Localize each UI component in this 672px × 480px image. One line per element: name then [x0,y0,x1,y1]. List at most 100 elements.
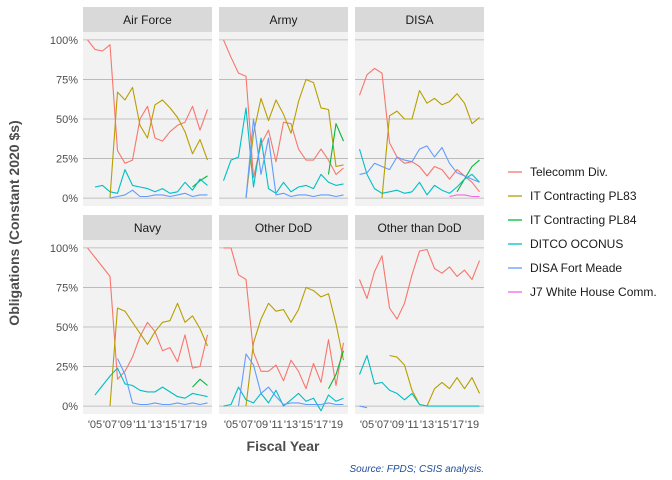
x-tick-label: '13 [420,419,434,431]
facet-panel: Army [219,7,348,206]
legend-label: J7 White House Comm. [530,285,657,299]
series-line-pl84 [328,350,345,389]
x-tick-label: '07 [375,419,389,431]
facet-strip-label: Army [270,13,298,27]
series-line-telecomm [223,247,345,390]
chart-caption: Source: FPDS; CSIS analysis. [350,464,485,475]
x-tick-label: '07 [103,419,117,431]
legend-item: IT Contracting PL83 [508,189,637,203]
x-tick-label: '05 [360,419,374,431]
series-line-meade [245,118,344,199]
series-line-ditco [358,354,480,407]
series-line-ditco [223,386,344,412]
legend-label: DISA Fort Meade [530,261,622,275]
series-line-ditco [358,148,480,196]
x-tick-label: '19 [329,419,343,431]
x-tick-label: '09 [254,419,268,431]
series-line-meade [109,189,208,199]
facet-panel: Other DoD [219,215,348,414]
facet-panel: Navy [83,215,212,414]
y-tick-label: 0% [62,193,78,205]
series-line-pl84 [327,123,345,175]
series-line-pl83 [381,89,480,199]
series-line-pl83 [109,86,209,199]
x-tick-label: '11 [133,419,147,431]
series-line-pl84 [192,175,208,188]
y-tick-label: 25% [56,154,78,166]
facet-panel: Air Force [83,7,212,206]
legend-label: Telecomm Div. [530,165,608,179]
x-tick-label: '11 [405,419,419,431]
facet-strip [219,215,348,240]
series-line-pl83 [389,354,480,407]
facet-strip-label: Air Force [123,13,172,27]
series-line-j7 [449,194,480,198]
series-line-meade [117,358,208,406]
x-tick-label: '17 [178,419,192,431]
x-tick-label: '15 [299,419,313,431]
facet-strip [219,7,348,32]
series-line-pl83 [109,302,209,407]
x-tick-label: '09 [390,419,404,431]
legend-item: IT Contracting PL84 [508,213,637,227]
x-tick-label: '17 [450,419,464,431]
facet-panel: DISA [355,7,484,206]
x-tick-label: '17 [314,419,328,431]
legend-item: DISA Fort Meade [508,261,622,275]
series-line-telecomm [87,39,209,164]
legend-label: DITCO OCONUS [530,237,623,251]
facet-strip [83,7,212,32]
series-line-telecomm [358,67,480,193]
y-tick-label: 25% [56,362,78,374]
series-line-meade [359,405,368,409]
series-line-meade [359,145,480,183]
facet-strip-label: Navy [134,221,161,235]
x-tick-label: '13 [148,419,162,431]
y-tick-label: 0% [62,401,78,413]
legend-label: IT Contracting PL84 [530,213,637,227]
facet-strip [355,7,484,32]
series-line-telecomm [87,247,209,380]
series-line-telecomm [358,248,481,320]
x-tick-label: '11 [269,419,283,431]
series-line-pl83 [245,286,345,407]
x-tick-label: '09 [118,419,132,431]
x-tick-label: '19 [193,419,207,431]
facet-strip-label: DISA [405,13,433,27]
y-axis-title: Obligations (Constant 2020 $s) [6,120,22,325]
x-tick-label: '05 [224,419,238,431]
y-tick-label: 50% [56,114,78,126]
series-line-pl83 [245,78,344,199]
x-tick-label: '07 [239,419,253,431]
series-line-ditco [222,107,344,194]
series-line-meade [237,353,344,407]
facet-panel: Other than DoD [355,215,484,414]
x-tick-label: '13 [284,419,298,431]
legend-item: J7 White House Comm. [508,285,657,299]
x-axis-ticks: '05'07'09'11'13'15'17'19'05'07'09'11'13 '… [88,419,479,431]
facet-strip-label: Other DoD [255,221,313,235]
legend-item: Telecomm Div. [508,165,608,179]
x-tick-label: '15 [435,419,449,431]
facet-strip-label: Other than DoD [377,221,461,235]
y-tick-label: 50% [56,322,78,334]
y-tick-label: 75% [56,74,78,86]
legend-item: DITCO OCONUS [508,237,623,251]
y-tick-label: 75% [56,282,78,294]
facet-strip [83,215,212,240]
y-tick-label: 100% [50,35,78,47]
series-line-pl84 [192,378,208,388]
series-line-pl84 [456,159,480,193]
legend: Telecomm Div. IT Contracting PL83 IT Contr… [508,165,657,299]
x-tick-label: '05 [88,419,102,431]
series-line-ditco [94,367,208,399]
x-tick-label: '19 [465,419,479,431]
facet-strip [355,215,484,240]
y-axis-ticks: 0% 25% 50% 75% 100% 0% 25% 50% 75% 100% [50,35,78,413]
legend-label: IT Contracting PL83 [530,189,637,203]
series-line-ditco [94,169,208,194]
x-axis-title: Fiscal Year [247,438,320,454]
y-tick-label: 100% [50,243,78,255]
facet-panels: Air Force Army DISA Navy Other DoD Other than… [83,7,484,414]
